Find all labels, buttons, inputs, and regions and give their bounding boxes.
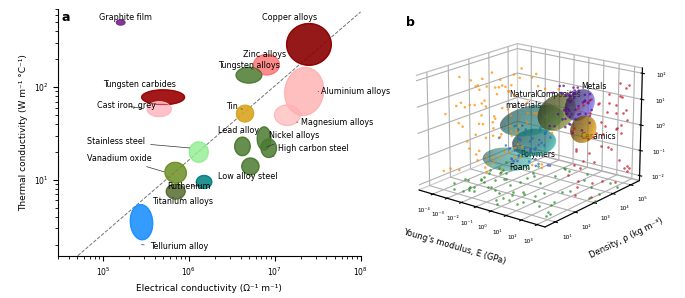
Polygon shape bbox=[130, 205, 153, 240]
Text: b: b bbox=[406, 16, 414, 30]
Polygon shape bbox=[285, 68, 323, 115]
Polygon shape bbox=[166, 184, 185, 199]
Text: Lead alloy: Lead alloy bbox=[218, 126, 260, 135]
Polygon shape bbox=[242, 158, 259, 175]
Text: Zinc alloys: Zinc alloys bbox=[242, 50, 286, 59]
X-axis label: Young's modulus, E (GPa): Young's modulus, E (GPa) bbox=[402, 228, 507, 266]
Text: Low alloy steel: Low alloy steel bbox=[218, 172, 277, 181]
Text: Aluminium alloys: Aluminium alloys bbox=[318, 87, 390, 96]
Text: Graphite film: Graphite film bbox=[99, 13, 152, 22]
Polygon shape bbox=[261, 139, 277, 157]
Text: High carbon steel: High carbon steel bbox=[273, 144, 349, 156]
Polygon shape bbox=[275, 105, 300, 125]
Text: Tungsten carbides: Tungsten carbides bbox=[103, 80, 176, 94]
Text: Titanium alloys: Titanium alloys bbox=[152, 197, 214, 206]
Polygon shape bbox=[189, 142, 208, 162]
Text: Tungsten alloys: Tungsten alloys bbox=[218, 61, 280, 70]
Text: Ruthenium: Ruthenium bbox=[167, 182, 211, 191]
Polygon shape bbox=[257, 127, 271, 150]
Polygon shape bbox=[165, 162, 186, 183]
Polygon shape bbox=[147, 102, 171, 117]
Polygon shape bbox=[197, 176, 212, 188]
Text: Copper alloys: Copper alloys bbox=[262, 13, 317, 27]
Polygon shape bbox=[286, 24, 332, 65]
Polygon shape bbox=[116, 20, 125, 25]
X-axis label: Electrical conductivity (Ω⁻¹ m⁻¹): Electrical conductivity (Ω⁻¹ m⁻¹) bbox=[136, 284, 282, 293]
Text: Cast iron, grey: Cast iron, grey bbox=[97, 101, 156, 110]
Text: Magnesium alloys: Magnesium alloys bbox=[297, 118, 373, 127]
Polygon shape bbox=[142, 90, 184, 105]
Y-axis label: Density, ρ (kg m⁻³): Density, ρ (kg m⁻³) bbox=[588, 217, 664, 260]
Polygon shape bbox=[253, 55, 279, 75]
Y-axis label: Thermal conductivity (W m⁻¹ °C⁻¹): Thermal conductivity (W m⁻¹ °C⁻¹) bbox=[19, 54, 28, 211]
Text: a: a bbox=[61, 11, 70, 24]
Text: Tin: Tin bbox=[227, 102, 242, 111]
Text: Tellurium alloy: Tellurium alloy bbox=[142, 242, 208, 251]
Polygon shape bbox=[235, 137, 250, 156]
Text: Vanadium oxide: Vanadium oxide bbox=[87, 154, 164, 172]
Polygon shape bbox=[236, 67, 262, 83]
Text: Stainless steel: Stainless steel bbox=[87, 137, 190, 148]
Text: Nickel alloys: Nickel alloys bbox=[266, 131, 319, 147]
Polygon shape bbox=[236, 105, 253, 122]
